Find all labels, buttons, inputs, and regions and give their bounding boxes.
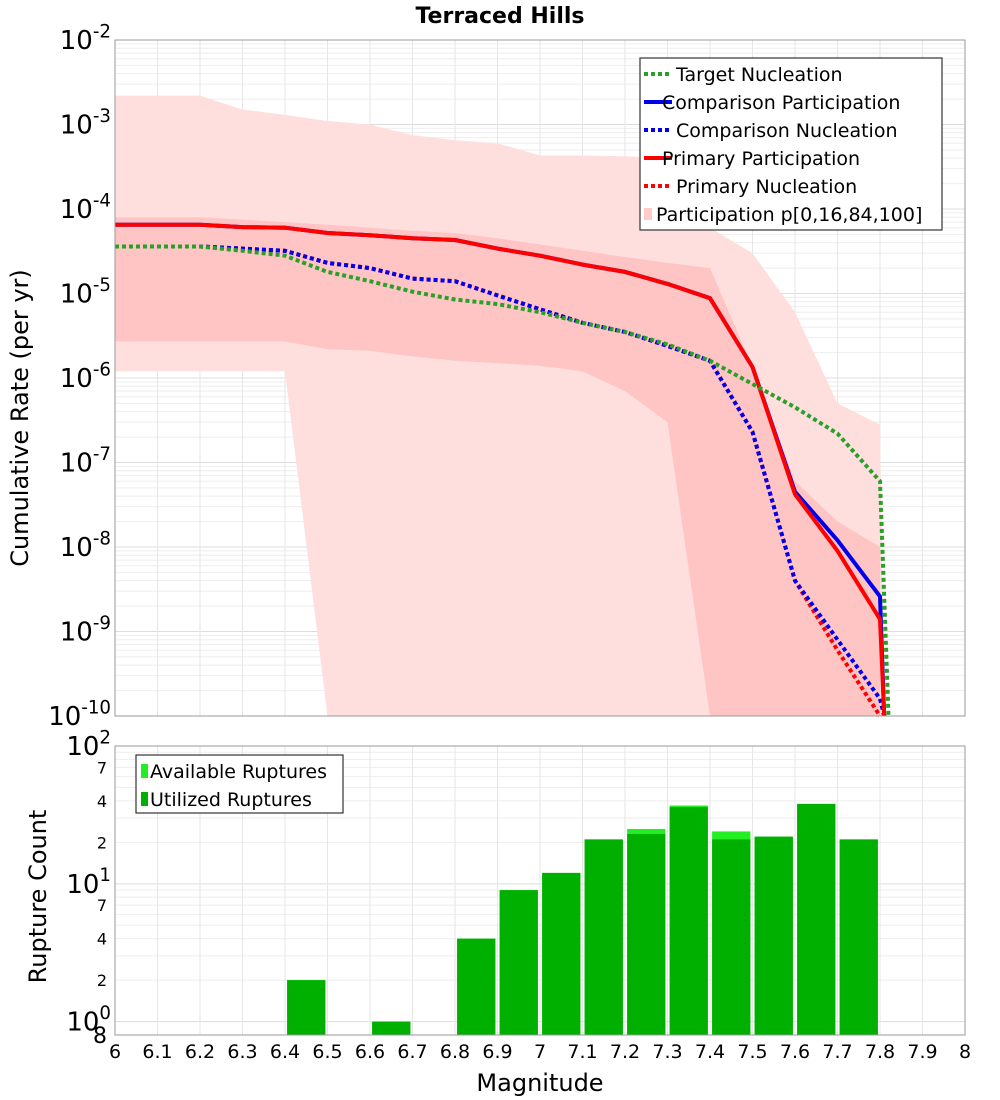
count-legend-swatch [141, 792, 148, 806]
bar-utilized-ruptures [712, 839, 750, 1035]
x-tick-label: 7.3 [652, 1041, 682, 1063]
x-axis-label: Magnitude [476, 1069, 603, 1097]
rate-y-tick-label: 10-8 [60, 528, 111, 563]
rate-y-tick-label: 10-7 [60, 444, 111, 479]
x-tick-label: 6.1 [142, 1041, 172, 1063]
rate-y-tick-label: 10-5 [60, 275, 111, 310]
x-tick-label: 7.4 [695, 1041, 725, 1063]
x-tick-label: 8 [959, 1041, 971, 1063]
x-tick-label: 6.8 [440, 1041, 470, 1063]
bar-utilized-ruptures [755, 837, 793, 1035]
x-tick-label: 7.8 [865, 1041, 895, 1063]
bar-utilized-ruptures [457, 939, 495, 1035]
count-legend-swatch [141, 764, 148, 778]
count-y-tick-label: 7 [97, 758, 107, 777]
x-tick-label: 6.5 [312, 1041, 342, 1063]
bar-utilized-ruptures [372, 1022, 410, 1035]
rate-legend-label: Comparison Nucleation [676, 120, 898, 142]
rate-y-tick-label: 10-4 [60, 190, 111, 225]
bar-utilized-ruptures [797, 804, 835, 1035]
count-y-tick-label: 4 [97, 792, 107, 811]
count-y-tick-label: 2 [97, 971, 107, 990]
rupture-count-plot: 102742101742100866.16.26.36.46.56.66.76.… [24, 727, 971, 1097]
bar-utilized-ruptures [500, 890, 538, 1035]
rate-y-tick-label: 10-9 [60, 613, 111, 648]
rate-legend-label: Primary Nucleation [676, 176, 857, 198]
rate-plot: 10-210-310-410-510-610-710-810-910-10Cum… [6, 21, 965, 732]
x-tick-label: 7.6 [780, 1041, 810, 1063]
x-tick-label: 6.6 [355, 1041, 385, 1063]
bar-utilized-ruptures [670, 807, 708, 1035]
count-y-axis-label: Rupture Count [24, 810, 52, 984]
chart-title: Terraced Hills [415, 4, 584, 29]
bar-utilized-ruptures [585, 839, 623, 1035]
x-tick-label: 6 [109, 1041, 121, 1063]
rate-legend-label: Primary Participation [662, 148, 860, 170]
count-y-tick-label: 4 [97, 930, 107, 949]
x-tick-label: 7 [534, 1041, 546, 1063]
bar-utilized-ruptures [287, 980, 325, 1035]
rate-y-tick-label: 10-3 [60, 106, 111, 141]
count-y-tick-label: 102 [66, 727, 111, 762]
x-tick-label: 7.5 [737, 1041, 767, 1063]
bar-utilized-ruptures [542, 873, 580, 1035]
x-tick-label: 7.9 [907, 1041, 937, 1063]
bar-utilized-ruptures [627, 834, 665, 1035]
rate-y-tick-label: 10-2 [60, 21, 111, 56]
x-tick-label: 7.1 [567, 1041, 597, 1063]
rate-legend-label: Target Nucleation [675, 64, 843, 86]
bar-utilized-ruptures [840, 839, 878, 1035]
count-y-tick-label: 101 [66, 865, 111, 900]
count-y-tick-label: 8 [93, 1024, 107, 1049]
x-tick-label: 7.7 [822, 1041, 852, 1063]
legend-swatch-band [644, 208, 652, 220]
x-tick-label: 6.7 [397, 1041, 427, 1063]
x-tick-label: 6.9 [482, 1041, 512, 1063]
x-tick-label: 7.2 [610, 1041, 640, 1063]
rate-legend-label: Comparison Participation [662, 92, 900, 114]
x-tick-label: 6.3 [227, 1041, 257, 1063]
chart-canvas: Terraced Hills 10-2 10-3 10-4 10-5 10-6 10-7 1… [0, 0, 1000, 1100]
rate-y-tick-label: 10-6 [60, 359, 111, 394]
x-tick-label: 6.4 [270, 1041, 300, 1063]
count-legend-label: Utilized Ruptures [150, 789, 312, 811]
chart-root: Terraced Hills 10-2 10-3 10-4 10-5 10-6 10-7 1… [0, 0, 1000, 1100]
count-y-tick-label: 7 [97, 896, 107, 915]
rate-legend-label: Participation p[0,16,84,100] [656, 204, 922, 226]
count-y-tick-label: 2 [97, 833, 107, 852]
count-legend-label: Available Ruptures [150, 761, 327, 783]
x-tick-label: 6.2 [185, 1041, 215, 1063]
rate-y-axis-label: Cumulative Rate (per yr) [6, 269, 34, 567]
